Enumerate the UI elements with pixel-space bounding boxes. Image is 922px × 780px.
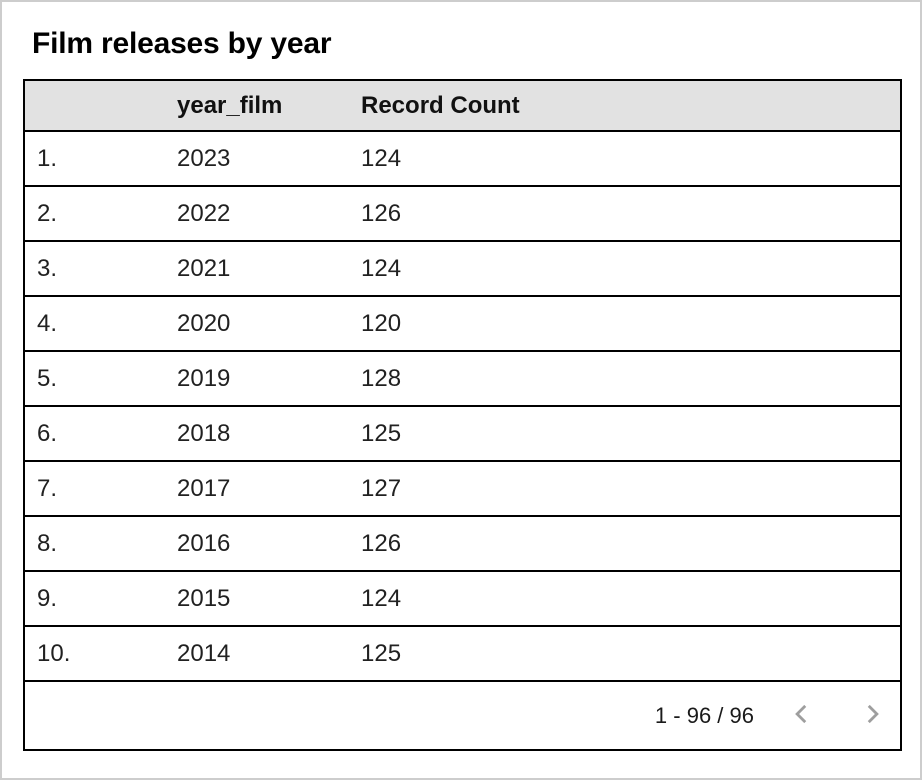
row-index-cell: 4. (25, 296, 159, 352)
chevron-right-icon (859, 701, 885, 730)
pagination-bar: 1 - 96 / 96 (25, 682, 900, 749)
table-row: 2. 2022 126 (25, 186, 900, 242)
table-row: 1. 2023 124 (25, 131, 900, 187)
row-index-cell: 9. (25, 571, 159, 627)
row-index-cell: 8. (25, 516, 159, 572)
row-index-cell: 1. (25, 131, 159, 187)
table-header-row: year_film Record Count (25, 81, 900, 132)
row-index-cell: 10. (25, 626, 159, 682)
row-index-cell: 7. (25, 461, 159, 517)
row-index-cell: 3. (25, 241, 159, 297)
table-row: 3. 2021 124 (25, 241, 900, 297)
table-body: 1. 2023 124 2. 2022 126 3. 2021 124 4. 2020 120 5. 20… (25, 131, 900, 682)
next-page-button[interactable] (856, 700, 888, 732)
record-count-header[interactable]: Record Count (349, 81, 900, 132)
year-film-cell: 2018 (159, 406, 349, 462)
pagination-range: 1 - 96 / 96 (654, 702, 754, 728)
row-number-header (25, 81, 159, 132)
table-row: 10. 2014 125 (25, 626, 900, 682)
data-table: year_film Record Count 1. 2023 124 2. 2022 12… (25, 81, 900, 682)
year-film-cell: 2019 (159, 351, 349, 407)
table-row: 6. 2018 125 (25, 406, 900, 462)
row-index-cell: 6. (25, 406, 159, 462)
row-index-cell: 2. (25, 186, 159, 242)
year-film-cell: 2023 (159, 131, 349, 187)
year-film-cell: 2016 (159, 516, 349, 572)
table-row: 7. 2017 127 (25, 461, 900, 517)
year-film-cell: 2022 (159, 186, 349, 242)
record-count-cell: 127 (349, 461, 900, 517)
record-count-cell: 126 (349, 186, 900, 242)
record-count-cell: 124 (349, 571, 900, 627)
year-film-cell: 2021 (159, 241, 349, 297)
year-film-cell: 2014 (159, 626, 349, 682)
prev-page-button[interactable] (786, 700, 818, 732)
chart-title: Film releases by year (32, 27, 332, 60)
table-widget: year_film Record Count 1. 2023 124 2. 2022 12… (23, 79, 902, 751)
row-index-cell: 5. (25, 351, 159, 407)
record-count-cell: 120 (349, 296, 900, 352)
year-film-header[interactable]: year_film (159, 81, 349, 132)
year-film-cell: 2017 (159, 461, 349, 517)
table-row: 9. 2015 124 (25, 571, 900, 627)
year-film-cell: 2015 (159, 571, 349, 627)
record-count-cell: 124 (349, 241, 900, 297)
year-film-cell: 2020 (159, 296, 349, 352)
chevron-left-icon (789, 701, 815, 730)
record-count-cell: 125 (349, 406, 900, 462)
record-count-cell: 125 (349, 626, 900, 682)
record-count-cell: 126 (349, 516, 900, 572)
table-row: 8. 2016 126 (25, 516, 900, 572)
record-count-cell: 124 (349, 131, 900, 187)
table-row: 5. 2019 128 (25, 351, 900, 407)
record-count-cell: 128 (349, 351, 900, 407)
table-row: 4. 2020 120 (25, 296, 900, 352)
